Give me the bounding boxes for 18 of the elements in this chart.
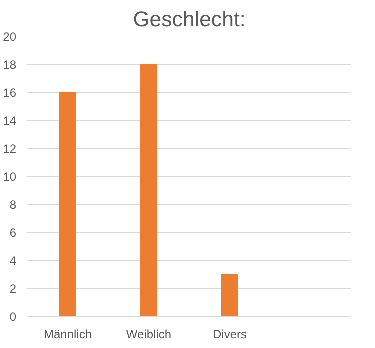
bar — [140, 64, 158, 316]
chart-title: Geschlecht: — [133, 8, 246, 32]
x-tick-label: Männlich — [44, 328, 92, 342]
y-tick-label: 4 — [10, 254, 17, 268]
y-tick-label: 18 — [3, 58, 17, 72]
bar — [59, 92, 77, 316]
bar — [221, 274, 239, 316]
x-tick-label: Weiblich — [126, 328, 172, 342]
y-tick-label: 14 — [3, 114, 17, 128]
y-tick-label: 2 — [10, 282, 17, 296]
y-tick-label: 16 — [3, 86, 17, 100]
y-tick-label: 10 — [3, 170, 17, 184]
y-tick-label: 12 — [3, 142, 17, 156]
y-tick-label: 6 — [10, 226, 17, 240]
y-tick-label: 0 — [10, 310, 17, 324]
y-tick-label: 20 — [3, 30, 17, 44]
y-tick-label: 8 — [10, 198, 17, 212]
x-tick-label: Divers — [213, 328, 248, 342]
